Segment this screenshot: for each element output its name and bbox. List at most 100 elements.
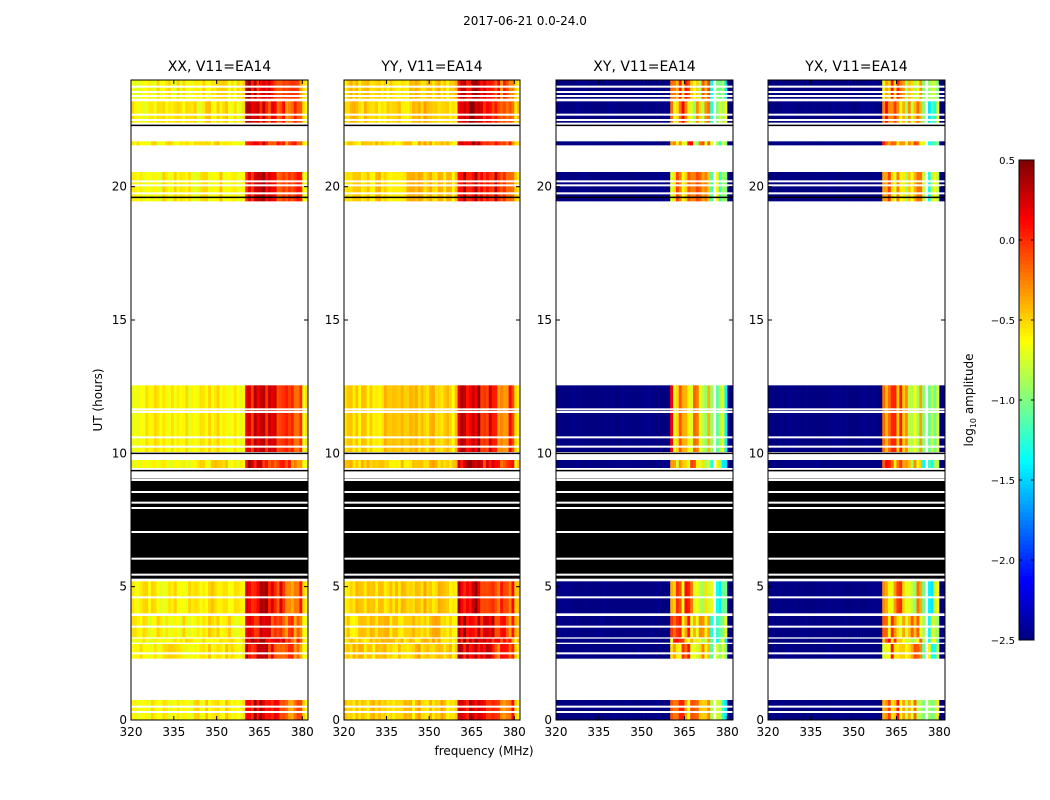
data-cell [392,385,396,452]
data-cell [650,638,654,643]
data-cell [173,80,178,99]
data-cell [819,80,823,99]
data-cell [873,80,877,99]
data-cell [276,141,280,146]
data-cell [454,141,458,146]
data-cell [449,172,453,202]
data-cell [845,172,849,202]
data-cell [644,141,648,146]
data-cell [380,644,385,659]
colorbar-segment [1019,388,1034,393]
colorbar-segment [1019,368,1034,373]
data-cell [825,700,829,720]
data-cell [653,141,657,146]
data-cell [230,638,235,643]
data-cell [375,101,379,123]
data-cell [678,644,683,659]
data-cell [288,638,292,643]
data-cell [366,80,370,99]
data-cell [480,101,484,123]
data-cell [159,644,163,659]
data-cell [595,644,600,659]
data-cell [193,141,198,146]
data-cell [842,172,846,202]
data-cell [802,80,806,99]
x-tick-label: 350 [205,725,228,739]
data-cell [162,385,166,452]
data-cell [601,80,605,99]
data-cell [558,141,563,146]
data-cell [205,80,209,99]
data-cell [890,141,895,146]
data-cell [262,644,266,659]
data-cell [842,644,846,659]
data-cell [667,172,671,202]
data-gap [344,625,520,628]
data-cell [578,385,583,452]
data-cell [715,141,720,146]
data-cell [807,460,812,468]
data-cell [190,460,195,468]
data-gap [556,652,733,655]
data-cell [644,101,648,123]
data-cell [344,644,348,659]
data-cell [822,101,826,123]
data-cell [581,141,585,146]
data-cell [511,460,515,468]
data-cell [429,101,433,123]
data-cell [196,700,200,720]
data-cell [919,700,923,720]
data-cell [288,141,292,146]
data-cell [667,644,671,659]
data-cell [624,101,628,123]
data-gap [344,596,520,599]
data-cell [199,80,203,99]
data-cell [825,101,829,123]
data-cell [378,172,382,202]
data-cell [443,141,447,146]
data-cell [930,638,934,643]
data-cell [650,644,654,659]
data-cell [477,460,481,468]
data-cell [434,644,439,659]
colorbar-segment [1019,332,1034,337]
data-cell [785,385,789,452]
data-cell [707,101,711,123]
data-cell [687,638,691,643]
data-cell [500,460,504,468]
data-cell [816,141,820,146]
data-cell [653,385,657,452]
data-cell [216,700,220,720]
data-cell [502,172,507,202]
data-cell [302,460,306,468]
data-cell [426,101,430,123]
data-cell [468,101,473,123]
data-cell [176,700,180,720]
data-cell [890,80,895,99]
data-cell [879,172,883,202]
data-cell [856,644,860,659]
data-cell [887,80,892,99]
data-cell [913,80,917,99]
data-cell [593,385,597,452]
data-cell [573,460,577,468]
y-tick-label: 10 [325,446,340,460]
data-cell [389,172,393,202]
data-cell [270,700,275,720]
data-cell [727,638,731,643]
colorbar-segment [1019,600,1034,605]
data-cell [693,141,697,146]
data-cell [494,700,498,720]
data-cell [627,638,631,643]
data-cell [704,80,708,99]
data-cell [885,385,889,452]
data-cell [630,644,634,659]
data-cell [782,385,786,452]
data-cell [839,101,843,123]
data-cell [710,700,714,720]
data-cell [768,385,772,452]
data-cell [219,644,223,659]
flag-gap [344,479,520,481]
data-cell [296,101,300,123]
data-cell [607,644,611,659]
